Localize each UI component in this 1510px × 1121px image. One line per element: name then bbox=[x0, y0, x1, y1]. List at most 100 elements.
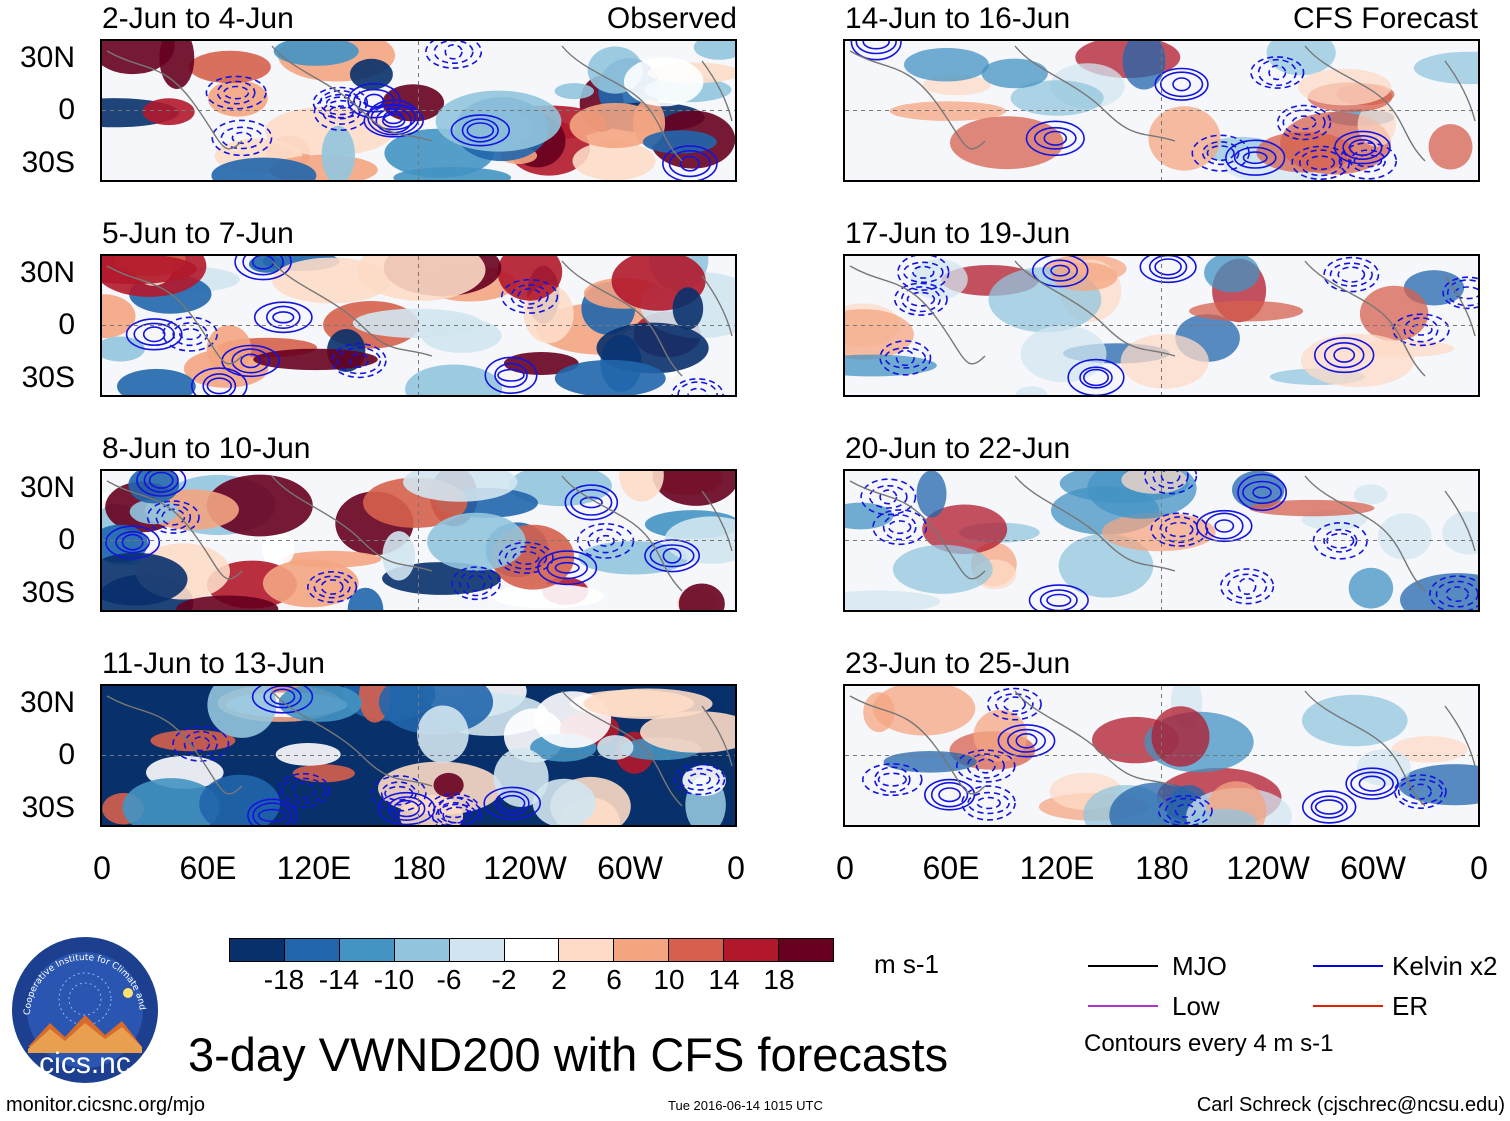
kelvin-contour bbox=[1314, 337, 1375, 374]
anomaly-region bbox=[916, 471, 947, 518]
kelvin-contour bbox=[179, 328, 202, 341]
kelvin-contour bbox=[205, 75, 267, 110]
anomaly-region bbox=[262, 559, 359, 608]
kelvin-contour bbox=[498, 541, 554, 574]
kelvin-contour bbox=[1033, 126, 1077, 150]
panel-title-obs-2: 5-Jun to 7-Jun bbox=[102, 217, 294, 250]
kelvin-contour bbox=[1046, 593, 1072, 607]
anomaly-region bbox=[554, 359, 666, 395]
kelvin-contour bbox=[148, 471, 174, 489]
anomaly-region bbox=[211, 157, 317, 180]
anomaly-region bbox=[1189, 300, 1304, 322]
kelvin-contour bbox=[894, 282, 948, 316]
lat-label-eq: 0 bbox=[58, 523, 75, 556]
kelvin-contour bbox=[281, 777, 326, 804]
kelvin-contour bbox=[1148, 256, 1188, 280]
kelvin-contour bbox=[906, 291, 936, 307]
kelvin-contour bbox=[1334, 130, 1391, 165]
kelvin-contour bbox=[234, 256, 292, 281]
kelvin-contour bbox=[466, 574, 486, 592]
kelvin-contour bbox=[975, 758, 996, 774]
kelvin-contour bbox=[1252, 485, 1272, 499]
anomaly-region bbox=[102, 256, 197, 285]
lat-label-30n: 30N bbox=[19, 41, 75, 74]
kelvin-contour bbox=[191, 367, 248, 395]
kelvin-contour bbox=[671, 378, 724, 395]
lat-label-30s: 30S bbox=[21, 791, 75, 824]
anomaly-region bbox=[889, 101, 1007, 121]
kelvin-contour bbox=[1233, 146, 1277, 169]
kelvin-contour bbox=[1028, 584, 1089, 610]
panel-title-fcst-4: 23-Jun to 25-Jun bbox=[845, 647, 1071, 680]
kelvin-contour bbox=[312, 86, 369, 119]
map-panel-observed-1 bbox=[100, 39, 737, 182]
legend-line-mjo bbox=[1088, 965, 1158, 967]
kelvin-contour bbox=[1349, 149, 1387, 173]
forecast-tag: CFS Forecast bbox=[1292, 2, 1478, 35]
map-panel-observed-3 bbox=[100, 469, 737, 612]
anomaly-region bbox=[349, 58, 393, 90]
kelvin-contour bbox=[512, 550, 540, 565]
kelvin-contour bbox=[1299, 149, 1343, 177]
anomaly-region bbox=[122, 778, 220, 825]
anomaly-region bbox=[678, 583, 725, 610]
kelvin-contour bbox=[220, 126, 264, 150]
kelvin-contour bbox=[1291, 145, 1351, 180]
kelvin-contour bbox=[121, 533, 144, 551]
kelvin-contour bbox=[1002, 696, 1026, 712]
kelvin-contour bbox=[662, 547, 682, 564]
anomaly-region bbox=[578, 541, 689, 575]
anomaly-region bbox=[883, 751, 977, 773]
kelvin-contour bbox=[497, 368, 525, 382]
lat-label-30s: 30S bbox=[21, 576, 75, 609]
kelvin-contour bbox=[1333, 347, 1356, 363]
colorbar-label: 10 bbox=[653, 964, 685, 995]
kelvin-contour bbox=[1429, 575, 1478, 610]
kelvin-contour bbox=[1165, 521, 1194, 538]
footer-timestamp: Tue 2016-06-14 1015 UTC bbox=[668, 1098, 823, 1113]
legend-line-kelvin bbox=[1313, 965, 1383, 967]
kelvin-contour bbox=[967, 791, 1010, 815]
anomaly-region bbox=[292, 764, 355, 783]
lat-label-30n: 30N bbox=[19, 256, 75, 289]
kelvin-contour bbox=[272, 311, 295, 324]
anomaly-region bbox=[1300, 333, 1415, 387]
anomaly-region bbox=[1101, 512, 1216, 552]
lon-label-180: 180 bbox=[392, 850, 446, 886]
kelvin-contour bbox=[861, 763, 923, 797]
logo-text: cics.nc bbox=[39, 1047, 131, 1080]
colorbar-label: 6 bbox=[606, 964, 622, 995]
colorbar-label: -18 bbox=[263, 964, 305, 995]
kelvin-contour bbox=[1310, 795, 1348, 819]
kelvin-contour bbox=[1043, 130, 1068, 146]
kelvin-contour bbox=[1454, 286, 1478, 300]
kelvin-contour bbox=[997, 724, 1056, 758]
anomaly-region bbox=[405, 364, 503, 395]
map-panel-forecast-1 bbox=[843, 39, 1480, 182]
kelvin-contour bbox=[125, 318, 183, 351]
lon-label-0: 0 bbox=[727, 850, 745, 886]
kelvin-contour bbox=[494, 790, 530, 816]
kelvin-contour bbox=[873, 766, 911, 793]
lon-label-0: 0 bbox=[1470, 850, 1488, 886]
footer-author: Carl Schreck (cjschrec@ncsu.edu) bbox=[1196, 1094, 1505, 1116]
anomaly-region bbox=[102, 336, 145, 362]
kelvin-contour bbox=[537, 550, 598, 586]
colorbar-label: 14 bbox=[708, 964, 740, 995]
colorbar-label: 18 bbox=[763, 964, 795, 995]
colorbar-swatch bbox=[668, 939, 724, 961]
anomaly-region bbox=[1353, 484, 1388, 505]
kelvin-contour bbox=[1337, 266, 1366, 283]
anomaly-region bbox=[981, 58, 1048, 89]
legend-line-low bbox=[1088, 1005, 1158, 1007]
kelvin-contour bbox=[1050, 264, 1071, 277]
kelvin-contour bbox=[510, 284, 549, 309]
anomaly-region bbox=[693, 41, 735, 60]
kelvin-contour bbox=[679, 155, 701, 172]
kelvin-contour bbox=[897, 256, 950, 291]
footer-url[interactable]: monitor.cicsnc.org/mjo bbox=[6, 1094, 205, 1116]
anomaly-region bbox=[569, 103, 661, 148]
anomaly-region bbox=[682, 765, 726, 796]
kelvin-contour bbox=[564, 484, 619, 521]
kelvin-contour bbox=[364, 93, 385, 108]
